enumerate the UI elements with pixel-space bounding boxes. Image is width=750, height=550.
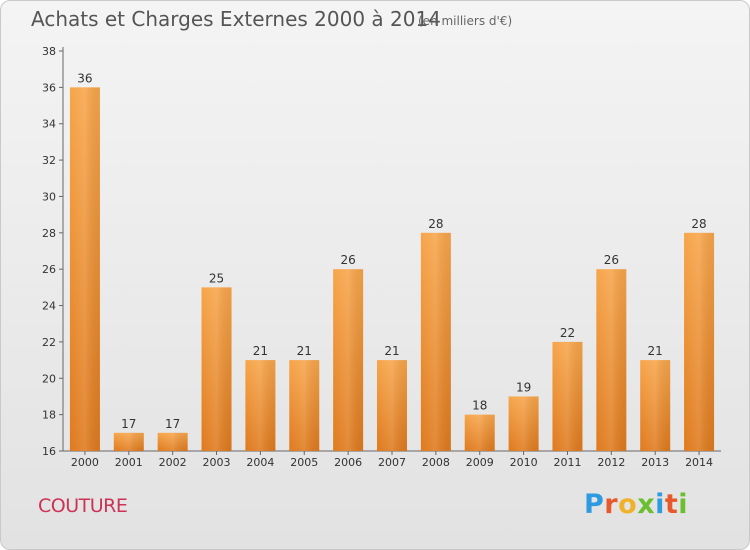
y-tick-label: 20 bbox=[42, 372, 56, 385]
bar-shine bbox=[157, 432, 188, 451]
x-tick-label: 2007 bbox=[378, 456, 406, 469]
value-label: 25 bbox=[209, 271, 224, 285]
x-tick-label: 2008 bbox=[422, 456, 450, 469]
value-label: 28 bbox=[428, 217, 443, 231]
bar-shine bbox=[420, 232, 451, 451]
place-name: COUTURE bbox=[38, 495, 128, 517]
bar-shine bbox=[552, 341, 583, 451]
bar-shine bbox=[201, 287, 232, 451]
value-label: 22 bbox=[560, 326, 575, 340]
x-tick-label: 2014 bbox=[685, 456, 713, 469]
proxiti-logo: Proxiti bbox=[584, 489, 688, 520]
chart-subtitle: (en milliers d'€) bbox=[418, 14, 513, 28]
x-tick-label: 2010 bbox=[510, 456, 538, 469]
value-label: 21 bbox=[253, 344, 268, 358]
logo-letter: P bbox=[584, 489, 605, 520]
logo-letter: t bbox=[664, 489, 679, 520]
y-tick-label: 38 bbox=[42, 45, 56, 58]
logo-letter: x bbox=[637, 489, 656, 520]
x-tick-label: 2001 bbox=[115, 456, 143, 469]
value-label: 36 bbox=[77, 71, 92, 85]
y-tick-label: 36 bbox=[42, 81, 56, 94]
x-tick-label: 2002 bbox=[159, 456, 187, 469]
bar-shine bbox=[333, 269, 364, 451]
x-tick-label: 2000 bbox=[71, 456, 99, 469]
x-tick-label: 2009 bbox=[466, 456, 494, 469]
value-label: 17 bbox=[121, 417, 136, 431]
bar-shine bbox=[596, 269, 627, 451]
x-tick-label: 2003 bbox=[203, 456, 231, 469]
y-tick-label: 22 bbox=[42, 336, 56, 349]
bar-shine bbox=[245, 360, 276, 451]
bar-shine bbox=[113, 432, 144, 451]
logo-letter: i bbox=[678, 489, 689, 520]
bar-shine bbox=[508, 396, 539, 451]
bar-shine bbox=[684, 232, 715, 451]
value-label: 21 bbox=[384, 344, 399, 358]
x-tick-label: 2005 bbox=[290, 456, 318, 469]
y-tick-label: 26 bbox=[42, 263, 56, 276]
logo-letter: i bbox=[655, 489, 665, 520]
value-label: 18 bbox=[472, 399, 487, 413]
value-label: 28 bbox=[691, 217, 706, 231]
y-tick-label: 32 bbox=[42, 154, 56, 167]
bar-shine bbox=[377, 360, 407, 451]
bar-shine bbox=[289, 360, 320, 451]
logo-letter: r bbox=[604, 489, 619, 520]
value-label: 26 bbox=[604, 253, 619, 267]
x-tick-label: 2004 bbox=[246, 456, 274, 469]
y-tick-label: 16 bbox=[42, 445, 56, 458]
bar-shine bbox=[464, 414, 495, 451]
y-tick-label: 34 bbox=[42, 118, 56, 131]
y-tick-label: 18 bbox=[42, 409, 56, 422]
value-label: 21 bbox=[297, 344, 312, 358]
value-label: 26 bbox=[340, 253, 355, 267]
x-tick-label: 2012 bbox=[597, 456, 625, 469]
x-tick-label: 2011 bbox=[553, 456, 581, 469]
x-tick-label: 2006 bbox=[334, 456, 362, 469]
y-tick-label: 24 bbox=[42, 300, 56, 313]
x-tick-label: 2013 bbox=[641, 456, 669, 469]
y-tick-label: 28 bbox=[42, 227, 56, 240]
chart-title: Achats et Charges Externes 2000 à 2014 bbox=[31, 7, 441, 31]
y-tick-label: 30 bbox=[42, 190, 56, 203]
value-label: 19 bbox=[516, 380, 531, 394]
logo-letter: o bbox=[618, 489, 638, 520]
value-label: 17 bbox=[165, 417, 180, 431]
value-label: 21 bbox=[648, 344, 663, 358]
bar-shine bbox=[69, 87, 100, 451]
bar-shine bbox=[640, 360, 671, 451]
